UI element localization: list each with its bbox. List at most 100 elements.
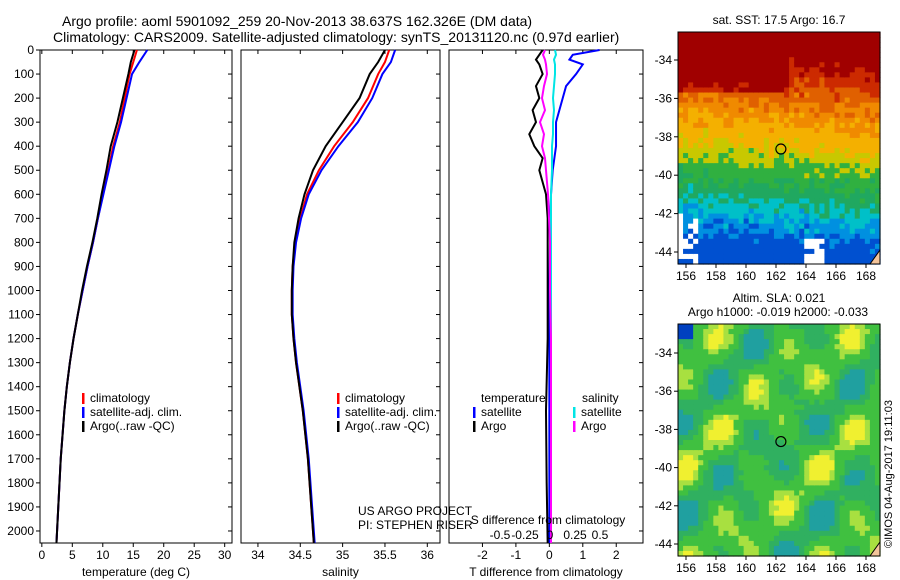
map-cell — [859, 163, 866, 169]
map-cell — [708, 258, 714, 265]
map-cell — [829, 339, 836, 345]
map-cell — [683, 409, 689, 416]
map-cell — [738, 515, 745, 522]
map-cell — [743, 203, 750, 210]
map-cell — [854, 470, 861, 476]
map-cell — [703, 178, 709, 184]
map-cell — [864, 404, 871, 411]
map-cell — [794, 520, 800, 527]
map-cell — [849, 515, 856, 522]
map-cell — [693, 137, 699, 144]
map-cell — [753, 445, 760, 451]
map-cell — [773, 424, 780, 431]
map-cell — [688, 510, 694, 517]
map-cell — [874, 520, 881, 527]
map-cell — [743, 455, 750, 461]
map-cell — [688, 102, 694, 109]
map-cell — [854, 37, 861, 43]
map-cell — [753, 510, 760, 517]
map-cell — [784, 545, 790, 552]
map-cell — [723, 97, 730, 104]
map-cell — [693, 117, 699, 124]
map-cell — [814, 258, 820, 265]
map-cell — [839, 540, 846, 547]
map-cell — [844, 505, 851, 512]
map-cell — [773, 208, 780, 215]
map-cell — [683, 374, 689, 381]
map-cell — [859, 339, 866, 345]
map-cell — [723, 384, 730, 391]
map-cell — [809, 339, 815, 345]
map-cell — [733, 530, 740, 537]
map-cell — [849, 52, 856, 58]
map-cell — [824, 178, 831, 184]
map-cell — [688, 223, 694, 230]
map-cell — [784, 198, 790, 205]
map-cell — [784, 480, 790, 486]
map-cell — [849, 485, 856, 492]
map-cell — [683, 540, 689, 547]
map-cell — [789, 445, 795, 451]
map-cell — [718, 434, 725, 441]
map-cell — [864, 42, 871, 48]
map-cell — [869, 490, 876, 497]
map-cell — [678, 92, 684, 99]
map-cell — [698, 142, 704, 149]
map-cell — [748, 32, 755, 38]
map-cell — [824, 495, 831, 502]
map-cell — [789, 409, 795, 416]
map-cell — [864, 218, 871, 225]
map-cell — [698, 203, 704, 210]
map-cell — [753, 535, 760, 542]
map-cell — [784, 455, 790, 461]
x-tick-label: 36 — [421, 548, 435, 562]
map-cell — [768, 132, 775, 139]
map-cell — [698, 112, 704, 119]
map-cell — [718, 208, 725, 215]
map-cell — [698, 52, 704, 58]
map-cell — [874, 72, 881, 78]
map-cell — [869, 253, 876, 260]
map-cell — [844, 173, 851, 179]
map-cell — [844, 107, 851, 114]
map-cell — [723, 153, 730, 159]
map-cell — [753, 132, 760, 139]
map-cell — [713, 127, 719, 134]
map-cell — [874, 37, 881, 43]
map-cell — [779, 465, 785, 471]
map-cell — [864, 37, 871, 43]
map-cell — [874, 117, 881, 124]
map-cell — [723, 117, 730, 124]
map-cell — [854, 429, 861, 436]
map-cell — [768, 127, 775, 134]
map-cell — [779, 434, 785, 441]
map-cell — [809, 379, 815, 386]
map-cell — [834, 62, 841, 68]
map-cell — [753, 429, 760, 436]
map-cell — [728, 364, 735, 370]
map-cell — [738, 62, 745, 68]
map-cell — [779, 394, 785, 401]
map-cell — [789, 394, 795, 401]
map-cell — [723, 525, 730, 532]
map-cell — [839, 364, 846, 370]
map-cell — [824, 344, 831, 350]
map-cell — [723, 213, 730, 220]
map-cell — [869, 440, 876, 446]
map-cell — [814, 485, 820, 492]
map-cell — [773, 505, 780, 512]
map-cell — [718, 515, 725, 522]
map-cell — [819, 92, 826, 99]
map-cell — [763, 510, 770, 517]
map-cell — [773, 233, 780, 240]
map-cell — [864, 525, 871, 532]
map-cell — [859, 62, 866, 68]
map-cell — [779, 429, 785, 436]
map-cell — [819, 132, 826, 139]
map-cell — [698, 92, 704, 99]
map-cell — [738, 233, 745, 240]
map-cell — [849, 57, 856, 63]
map-cell — [678, 409, 684, 416]
map-cell — [804, 394, 810, 401]
map-cell — [723, 389, 730, 396]
